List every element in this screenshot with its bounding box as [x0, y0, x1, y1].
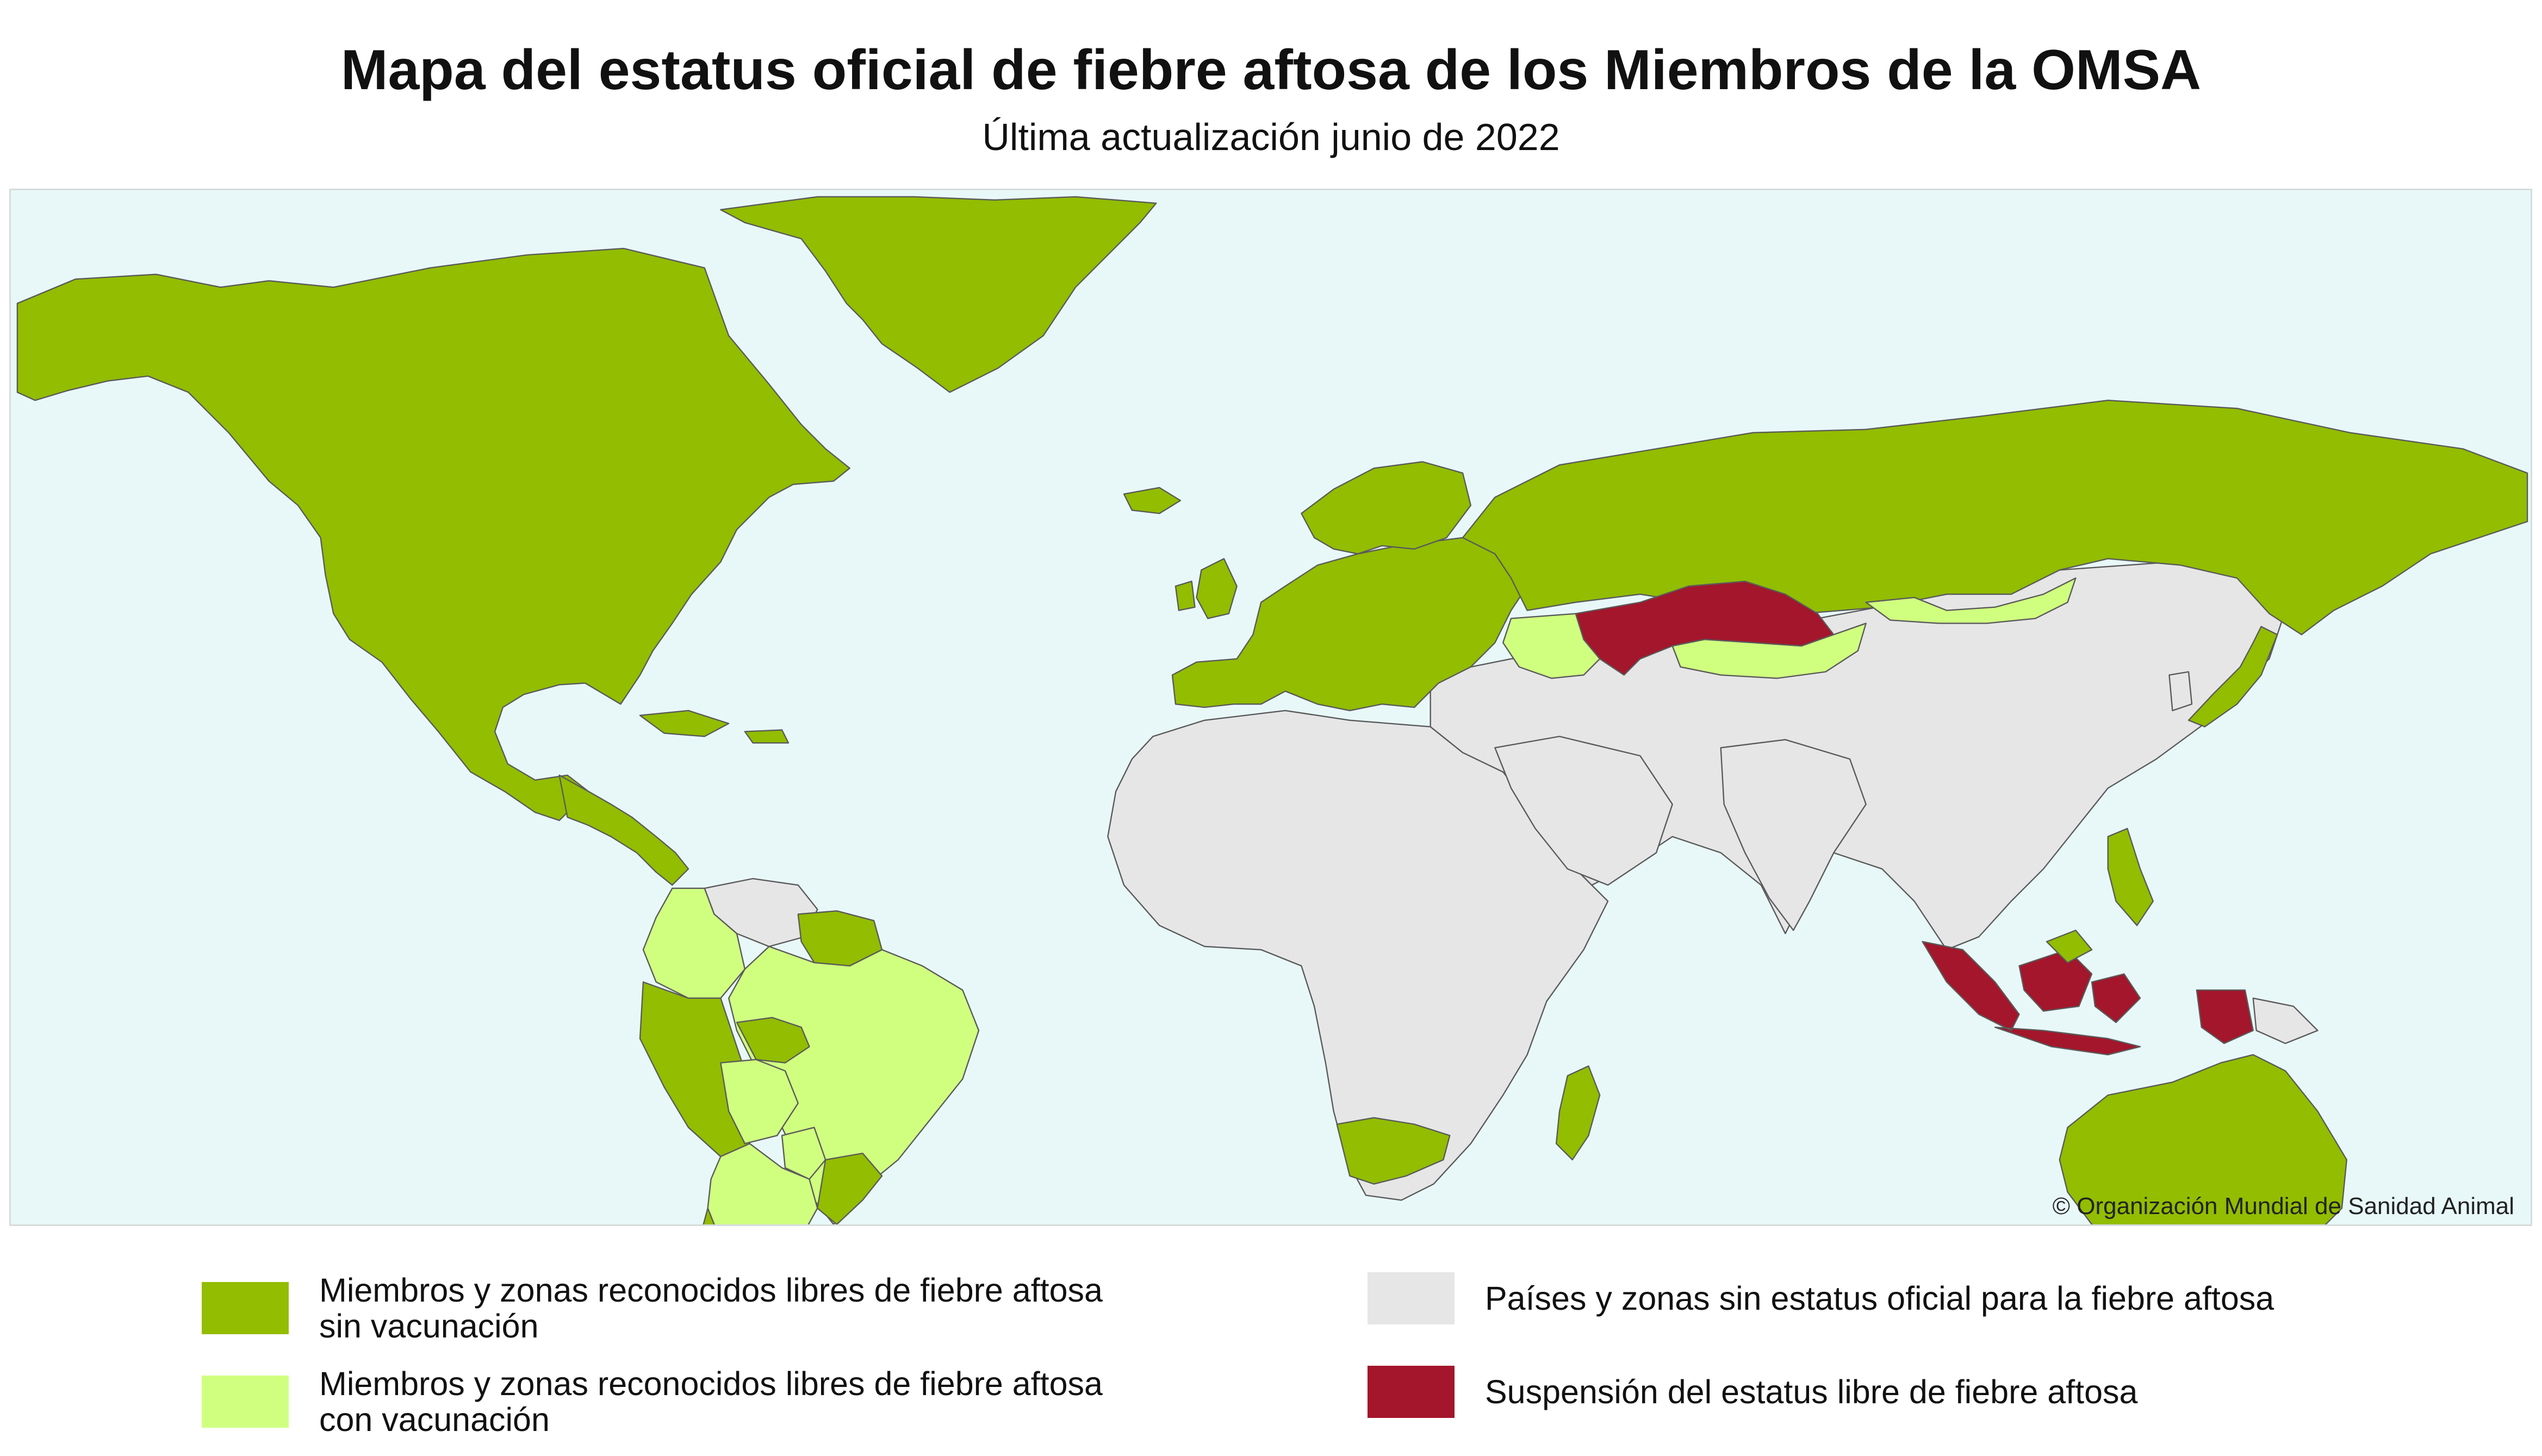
india [1720, 739, 1867, 931]
north-america [16, 247, 850, 822]
legend-label-line2: sin vacunación [319, 1308, 539, 1345]
legend-swatch-suspended [1368, 1366, 1455, 1418]
korea-peninsula [2168, 671, 2193, 712]
map-subtitle: Última actualización junio de 2022 [982, 116, 1560, 158]
legend-label-line1: Miembros y zonas reconocidos libres de f… [319, 1272, 1103, 1309]
legend-swatch-no-official-status [1368, 1272, 1455, 1324]
legend-label-line1: Suspensión del estatus libre de fiebre a… [1485, 1373, 2138, 1410]
philippines [2107, 827, 2154, 926]
southern-africa-free [1336, 1117, 1451, 1185]
world-map: © Organización Mundial de Sanidad Animal [9, 189, 2532, 1226]
central-america [558, 774, 689, 886]
map-copyright: © Organización Mundial de Sanidad Animal [2052, 1193, 2514, 1219]
paraguay [781, 1127, 826, 1180]
map-title: Mapa del estatus oficial de fiebre aftos… [340, 39, 2202, 102]
legend-swatch-free-with-vaccination [202, 1376, 289, 1428]
japan [2187, 626, 2278, 727]
world-map-svg [16, 196, 2528, 1224]
legend-label-line2: con vacunación [319, 1401, 550, 1438]
legend-label-line1: Miembros y zonas reconocidos libres de f… [319, 1365, 1103, 1402]
australia [2059, 1054, 2347, 1224]
scandinavia [1301, 461, 1472, 555]
greenland [720, 196, 1157, 393]
legend-swatch-free-without-vaccination [202, 1282, 289, 1334]
arabia [1494, 736, 1673, 886]
papua-new-guinea [2252, 997, 2319, 1044]
indonesia [1922, 941, 2254, 1056]
madagascar [1555, 1065, 1601, 1161]
iceland [1123, 487, 1182, 514]
central-asia-vacc [1502, 577, 2077, 679]
uk-ireland [1174, 558, 1238, 619]
southern-brazil-free [817, 1153, 883, 1224]
legend-item-suspended: Suspensión del estatus libre de fiebre a… [1368, 1366, 2137, 1418]
argentina-north [707, 1143, 818, 1224]
caribbean [639, 710, 790, 744]
legend-item-free-with-vaccination: Miembros y zonas reconocidos libres de f… [202, 1366, 1103, 1438]
southern-cone [703, 1208, 715, 1224]
legend-label-line1: Países y zonas sin estatus oficial para … [1485, 1280, 2274, 1317]
bolivia [720, 1059, 799, 1144]
europe [1171, 537, 1528, 712]
legend-item-free-without-vaccination: Miembros y zonas reconocidos libres de f… [202, 1272, 1103, 1344]
legend-item-no-official-status: Países y zonas sin estatus oficial para … [1368, 1272, 2274, 1324]
borneo-free [2046, 929, 2093, 963]
